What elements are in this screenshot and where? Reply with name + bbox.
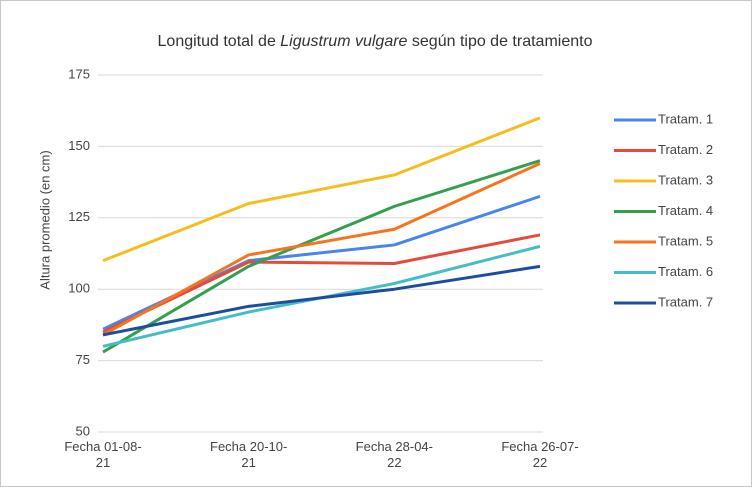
x-tick-line: Fecha 28-04- <box>356 439 433 454</box>
legend-label: Tratam. 1 <box>658 111 713 126</box>
y-axis-label: Altura promedio (en cm) <box>37 150 52 289</box>
legend-label: Tratam. 2 <box>658 142 713 157</box>
x-tick-line: Fecha 26-07- <box>501 439 578 454</box>
y-tick-label: 150 <box>68 138 90 153</box>
x-tick-line: 21 <box>96 455 110 470</box>
y-tick-label: 100 <box>68 281 90 296</box>
legend-label: Tratam. 5 <box>658 233 713 248</box>
legend-label: Tratam. 4 <box>658 203 713 218</box>
x-tick-label: Fecha 26-07-22 <box>501 439 578 470</box>
legend-label: Tratam. 6 <box>658 264 713 279</box>
x-tick-label: Fecha 28-04-22 <box>356 439 433 470</box>
x-tick-label: Fecha 20-10-21 <box>210 439 287 470</box>
y-tick-label: 175 <box>68 66 90 81</box>
y-tick-label: 75 <box>76 352 90 367</box>
line <box>102 159 541 354</box>
line <box>102 116 541 263</box>
legend-label: Tratam. 7 <box>658 294 713 309</box>
y-tick-label: 50 <box>76 423 90 438</box>
title-part: Ligustrum vulgare <box>280 33 407 50</box>
y-tick-label: 125 <box>68 209 90 224</box>
x-tick-label: Fecha 01-08-21 <box>64 439 141 470</box>
title-part: Longitud total de <box>158 33 281 50</box>
line <box>102 162 541 337</box>
x-tick-line: Fecha 20-10- <box>210 439 287 454</box>
legend-label: Tratam. 3 <box>658 172 713 187</box>
line <box>102 264 541 337</box>
title-part: según tipo de tratamiento <box>407 33 592 50</box>
x-tick-line: 22 <box>533 455 547 470</box>
x-tick-line: 22 <box>387 455 401 470</box>
chart-title: Longitud total de Ligustrum vulgare segú… <box>158 33 593 50</box>
x-tick-line: Fecha 01-08- <box>64 439 141 454</box>
line <box>102 233 541 334</box>
x-tick-line: 21 <box>241 455 255 470</box>
